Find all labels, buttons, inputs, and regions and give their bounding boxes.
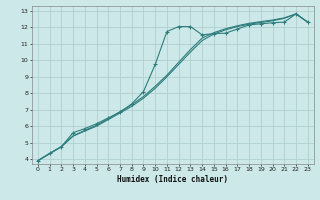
X-axis label: Humidex (Indice chaleur): Humidex (Indice chaleur) xyxy=(117,175,228,184)
